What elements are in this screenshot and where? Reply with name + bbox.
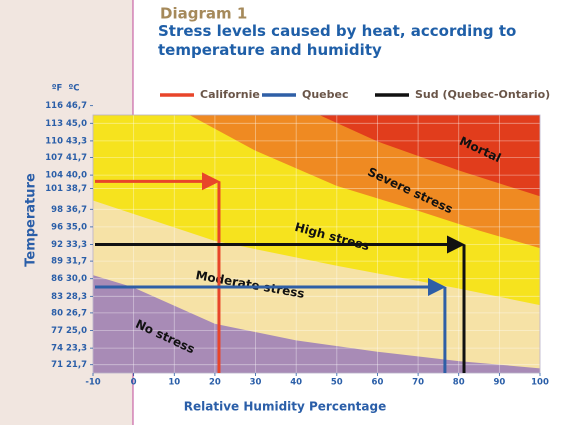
y-tick-label-f: 98 — [51, 205, 63, 215]
y-tick-label-f: 77 — [51, 326, 63, 336]
y-tick-label-f: 113 — [45, 119, 63, 129]
x-tick-label: 10 — [168, 378, 180, 388]
subtitle-box: Stress levels caused by heat, according … — [158, 22, 517, 59]
y-tick-label-f: 104 — [45, 171, 63, 181]
y-tick-label: 35,0 — [66, 222, 87, 232]
y-tick-label: 26,7 — [66, 308, 87, 318]
x-tick-label: 90 — [493, 378, 505, 388]
y-tick-label: 33,3 — [66, 240, 87, 250]
y-tick-label: 43,3 — [66, 136, 87, 146]
legend-label: Quebec — [302, 88, 349, 101]
y-tick-label: 46,7 — [66, 101, 87, 111]
y-tick-label: 36,7 — [66, 205, 87, 215]
zone-boundary — [93, 199, 540, 306]
y-tick-label-f: 92 — [51, 240, 63, 250]
chart-subtitle: Stress levels caused by heat, according … — [158, 22, 517, 59]
y-tick-label: 45,0 — [66, 119, 87, 129]
chart-title: Diagram 1 — [160, 5, 247, 23]
x-tick-label: 70 — [412, 378, 424, 388]
legend-label: Sud (Quebec-Ontario) — [415, 88, 550, 101]
x-tick-label: 40 — [290, 378, 302, 388]
x-tick-label: 50 — [331, 378, 343, 388]
y-tick-label-f: 74 — [51, 344, 63, 354]
x-tick-label: 0 — [131, 378, 137, 388]
zone-boundary — [320, 115, 540, 197]
y-tick-label: 21,7 — [66, 360, 87, 370]
y-tick-label-f: 80 — [51, 308, 63, 318]
y-tick-label: 40,0 — [66, 171, 87, 181]
y-tick-label: 25,0 — [66, 326, 87, 336]
x-tick-label: 80 — [453, 378, 465, 388]
x-tick-label: -10 — [85, 378, 100, 388]
y-tick-label-f: 71 — [51, 360, 63, 370]
y-unit-f: ºF — [52, 84, 63, 94]
y-tick-label-f: 89 — [51, 257, 63, 267]
x-tick-label: 100 — [531, 378, 549, 388]
y-tick-label-f: 110 — [45, 136, 63, 146]
y-tick-label-f: 96 — [51, 222, 63, 232]
plot-frame — [92, 114, 541, 374]
y-tick-label-f: 86 — [51, 274, 63, 284]
y-tick-label: 31,7 — [66, 257, 87, 267]
x-tick-label: 60 — [372, 378, 384, 388]
y-tick-label: 28,3 — [66, 292, 87, 302]
y-tick-label-f: 101 — [45, 184, 63, 194]
y-tick-label-f: 107 — [45, 153, 63, 163]
y-tick-label: 38,7 — [66, 184, 87, 194]
y-unit-c: ºC — [68, 84, 79, 94]
x-axis-title: Relative Humidity Percentage — [184, 400, 386, 414]
x-tick-label: 30 — [250, 378, 262, 388]
y-tick-label: 23,3 — [66, 344, 87, 354]
legend-label: Californie — [200, 88, 260, 101]
zone-fill — [320, 115, 540, 196]
y-tick-label-f: 116 — [45, 101, 63, 111]
x-tick-label: 20 — [209, 378, 221, 388]
y-tick-label-f: 83 — [51, 292, 63, 302]
y-axis-title: Temperature — [24, 173, 39, 267]
y-tick-label: 41,7 — [66, 153, 87, 163]
zone-boundary — [190, 115, 540, 249]
y-tick-label: 30,0 — [66, 274, 87, 284]
